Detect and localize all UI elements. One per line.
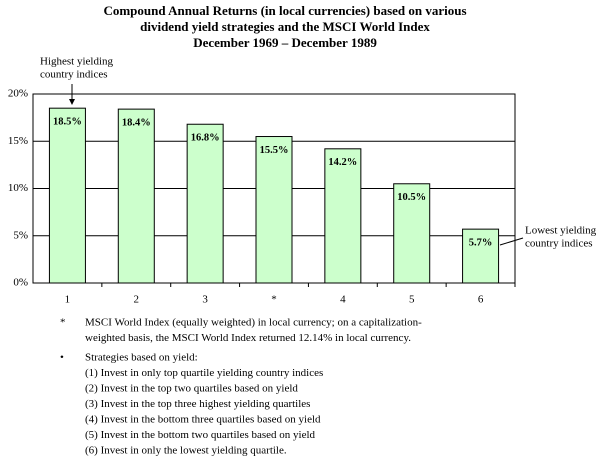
note-text: (1) Invest in only top quartile yielding… bbox=[85, 367, 323, 379]
x-tick-label: 3 bbox=[202, 294, 208, 306]
bar bbox=[117, 108, 155, 284]
note-marker: * bbox=[60, 317, 66, 329]
note-text: (5) Invest in the bottom two quartiles b… bbox=[85, 429, 316, 441]
bar bbox=[186, 123, 224, 284]
chart-title: December 1969 – December 1989 bbox=[193, 35, 377, 50]
note-text: (3) Invest in the top three highest yiel… bbox=[85, 398, 310, 410]
y-tick-label: 5% bbox=[13, 229, 28, 241]
annotation: country indices bbox=[40, 69, 108, 81]
note-text: MSCI World Index (equally weighted) in l… bbox=[85, 317, 422, 329]
pointer-line bbox=[499, 237, 524, 246]
bar bbox=[255, 136, 293, 284]
bar bbox=[393, 183, 431, 284]
value-label: 14.2% bbox=[328, 157, 357, 168]
x-tick-label: 5 bbox=[409, 294, 415, 306]
value-label: 18.5% bbox=[53, 117, 82, 128]
annotation: Lowest yielding bbox=[525, 225, 597, 237]
value-label: 16.8% bbox=[191, 133, 220, 144]
x-tick-label: 6 bbox=[478, 294, 484, 306]
bar bbox=[324, 148, 362, 284]
value-label: 18.4% bbox=[122, 118, 151, 129]
bar bbox=[462, 228, 500, 284]
y-tick-label: 20% bbox=[8, 88, 28, 100]
note-text: Strategies based on yield: bbox=[85, 352, 198, 364]
y-tick-label: 10% bbox=[8, 182, 28, 194]
value-label: 10.5% bbox=[397, 192, 426, 203]
chart-title: dividend yield strategies and the MSCI W… bbox=[140, 19, 430, 34]
y-tick-label: 15% bbox=[8, 135, 28, 147]
annotation: country indices bbox=[525, 238, 593, 250]
note-text: weighted basis, the MSCI World Index ret… bbox=[85, 332, 411, 344]
note-text: (4) Invest in the bottom three quartiles… bbox=[85, 414, 321, 426]
note-marker: • bbox=[60, 352, 64, 364]
annotation: Highest yielding bbox=[40, 56, 114, 68]
note-text: (2) Invest in the top two quartiles base… bbox=[85, 383, 298, 395]
y-tick-label: 0% bbox=[13, 277, 28, 289]
chart-title: Compound Annual Returns (in local curren… bbox=[103, 3, 466, 18]
value-label: 5.7% bbox=[469, 238, 493, 249]
x-tick-label: 1 bbox=[65, 294, 71, 306]
value-label: 15.5% bbox=[260, 145, 289, 156]
note-text: (6) Invest in only the lowest yielding q… bbox=[85, 445, 287, 457]
x-tick-label: * bbox=[271, 294, 277, 306]
x-tick-label: 2 bbox=[134, 294, 140, 306]
x-tick-label: 4 bbox=[340, 294, 346, 306]
bar bbox=[48, 107, 86, 284]
